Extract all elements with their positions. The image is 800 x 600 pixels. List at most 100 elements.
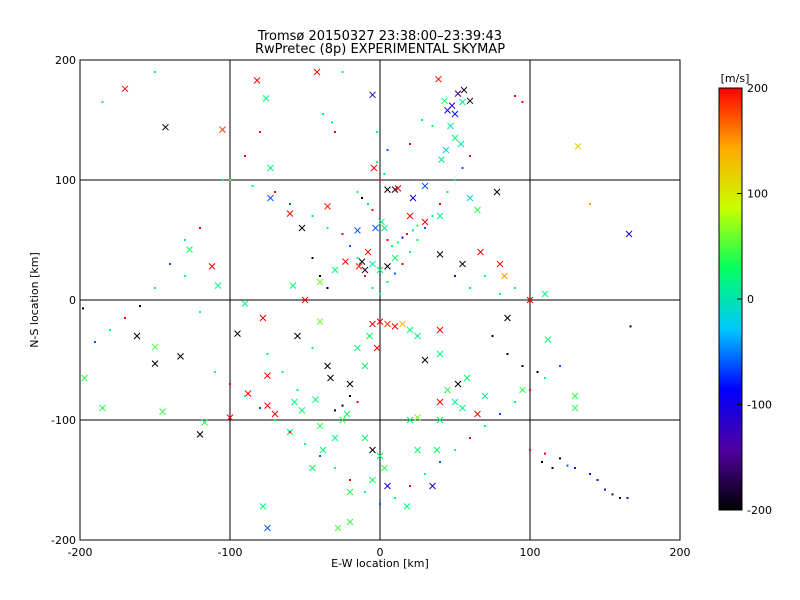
echo-cross-marker: [346, 518, 354, 526]
chart-title-line2: RwPretec (8p) EXPERIMENTAL SKYMAP: [255, 42, 505, 57]
echo-dot-marker: [491, 335, 494, 337]
echo-cross-marker: [544, 336, 552, 343]
echo-dot-marker: [356, 401, 359, 403]
echo-dot-marker: [199, 311, 201, 313]
echo-dot-marker: [349, 245, 351, 247]
echo-dot-marker: [589, 473, 591, 475]
echo-cross-marker: [433, 446, 441, 454]
echo-cross-marker: [381, 224, 388, 232]
echo-cross-marker: [444, 386, 451, 394]
echo-cross-marker: [343, 410, 351, 418]
echo-dot-marker: [214, 371, 216, 373]
echo-cross-marker: [435, 75, 442, 83]
colorbar-tick-labels: 200 100 0 -100 -200: [737, 82, 772, 517]
echo-dot-marker: [629, 325, 632, 328]
echo-cross-marker: [133, 332, 141, 340]
echo-dot-marker: [244, 155, 246, 157]
colorbar-tick-label: 200: [747, 82, 768, 95]
echo-cross-marker: [372, 224, 379, 232]
echo-cross-marker: [474, 206, 481, 214]
echo-cross-marker: [436, 350, 444, 358]
echo-cross-marker: [331, 434, 339, 442]
x-tick-label: 0: [377, 546, 384, 559]
y-tick-label: 0: [69, 294, 76, 307]
echo-cross-marker: [454, 90, 462, 97]
echo-dot-marker: [139, 305, 141, 307]
echo-cross-marker: [99, 404, 106, 412]
echo-cross-marker: [346, 488, 354, 496]
echo-cross-marker: [381, 464, 388, 472]
echo-cross-marker: [361, 362, 369, 370]
echo-cross-marker: [391, 254, 399, 262]
echo-dot-marker: [319, 275, 321, 277]
echo-cross-marker: [477, 248, 484, 256]
echo-dot-marker: [619, 497, 621, 499]
echo-dot-marker: [499, 293, 501, 295]
echo-cross-marker: [177, 353, 184, 360]
echo-cross-marker: [429, 482, 436, 490]
echo-cross-marker: [414, 446, 421, 454]
echo-cross-marker: [316, 278, 324, 286]
echo-cross-marker: [259, 503, 267, 510]
echo-dot-marker: [311, 257, 314, 259]
echo-dot-marker: [361, 197, 363, 199]
y-tick-label: -100: [51, 414, 76, 427]
echo-cross-marker: [294, 332, 301, 340]
colorbar-tick-label: -100: [747, 399, 772, 412]
echo-dot-marker: [319, 455, 321, 457]
echo-cross-marker: [438, 156, 445, 163]
echo-cross-marker: [366, 332, 373, 340]
echo-dot-marker: [289, 431, 291, 433]
echo-dot-marker: [431, 215, 434, 217]
scatter-points: [81, 68, 633, 532]
echo-dot-marker: [611, 493, 614, 496]
echo-cross-marker: [451, 398, 459, 406]
echo-dot-marker: [397, 241, 399, 244]
echo-dot-marker: [499, 413, 501, 415]
echo-cross-marker: [519, 386, 526, 394]
grid-lines: [80, 60, 680, 540]
echo-dot-marker: [304, 443, 306, 445]
echo-cross-marker: [267, 194, 274, 202]
echo-dot-marker: [401, 236, 404, 239]
echo-cross-marker: [625, 230, 633, 238]
echo-dot-marker: [551, 467, 554, 469]
colorbar-tick-label: 100: [747, 188, 768, 201]
echo-cross-marker: [463, 374, 471, 382]
echo-dot-marker: [439, 461, 441, 463]
echo-dot-marker: [259, 407, 261, 409]
echo-cross-marker: [436, 416, 444, 424]
echo-dot-marker: [184, 275, 186, 277]
echo-cross-marker: [436, 326, 444, 334]
echo-dot-marker: [484, 275, 486, 277]
echo-cross-marker: [574, 143, 582, 150]
echo-cross-marker: [196, 431, 204, 438]
y-tick-label: 100: [55, 174, 76, 187]
echo-cross-marker: [208, 263, 216, 270]
echo-dot-marker: [356, 191, 359, 193]
echo-cross-marker: [327, 374, 334, 382]
echo-dot-marker: [364, 275, 366, 277]
echo-dot-marker: [322, 113, 324, 115]
echo-dot-marker: [379, 503, 381, 505]
echo-dot-marker: [454, 449, 456, 451]
echo-cross-marker: [403, 503, 411, 510]
echo-dot-marker: [514, 287, 516, 289]
echo-dot-marker: [416, 239, 419, 241]
echo-cross-marker: [264, 402, 271, 409]
echo-cross-marker: [496, 260, 504, 268]
echo-dot-marker: [334, 409, 336, 412]
echo-cross-marker: [342, 258, 349, 265]
echo-dot-marker: [379, 179, 381, 181]
echo-dot-marker: [371, 209, 374, 211]
echo-dot-marker: [514, 95, 516, 97]
echo-dot-marker: [409, 143, 411, 145]
echo-dot-marker: [371, 287, 374, 289]
echo-cross-marker: [214, 282, 222, 289]
echo-cross-marker: [571, 404, 579, 412]
echo-cross-marker: [442, 146, 450, 154]
echo-dot-marker: [356, 257, 359, 259]
echo-cross-marker: [436, 251, 444, 258]
echo-cross-marker: [358, 258, 366, 265]
